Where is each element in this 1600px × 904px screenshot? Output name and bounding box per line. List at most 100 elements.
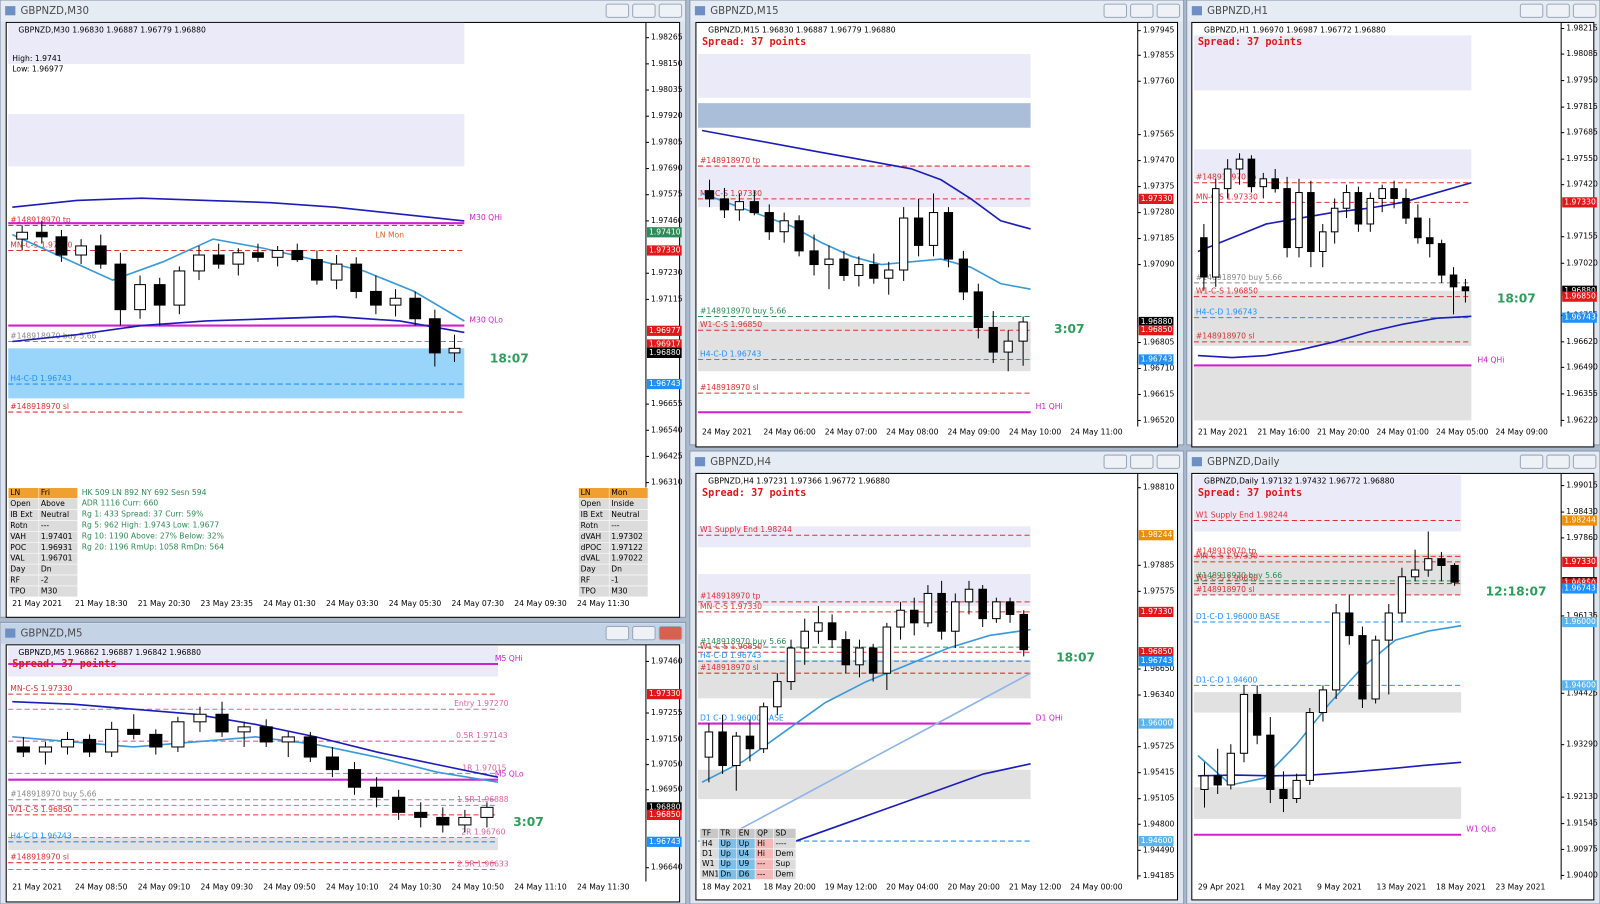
indicator-line [11, 233, 465, 322]
candle-body [827, 622, 837, 641]
candle-body [75, 245, 88, 256]
candle-body [1292, 779, 1301, 800]
level-label: W1-C-S 1.96850 [700, 320, 762, 329]
price-tag-label: 1.96880 [649, 348, 681, 357]
table-cell-text: Above [41, 499, 65, 508]
window-close-button[interactable] [1156, 3, 1181, 18]
candle-body [964, 588, 974, 603]
candle-body [237, 726, 251, 733]
y-tick-label: 1.96310 [651, 478, 683, 487]
table-cell-text: M30 [611, 586, 627, 595]
level-label: #148918970 tp [10, 215, 71, 224]
price-tag [646, 836, 682, 847]
candle-body [951, 601, 960, 632]
x-tick-label: 18 May 2021 [702, 883, 752, 892]
candle-body [913, 217, 924, 246]
table-cell-text: Day [581, 565, 597, 574]
candle-body [259, 726, 273, 743]
candle-body [1345, 612, 1354, 637]
y-tick-label: 1.97115 [651, 294, 683, 303]
window-max-button[interactable] [1130, 454, 1154, 469]
x-tick-label: 4 May 2021 [1257, 883, 1302, 892]
candle-body [369, 290, 382, 306]
table-cell-text: Up [739, 839, 750, 848]
level-label: M5 QLo [495, 770, 524, 779]
window-max-button[interactable] [1130, 3, 1154, 18]
window-close-button[interactable] [658, 3, 683, 18]
window-min-button[interactable] [1519, 3, 1544, 18]
candle-body [1461, 286, 1470, 292]
candle-body [414, 811, 428, 818]
y-tick-label: 1.97575 [1143, 586, 1175, 595]
y-tick-label: 1.96620 [1566, 337, 1598, 346]
price-tag [1562, 616, 1597, 628]
window-close-button[interactable] [658, 625, 683, 641]
window-max-button[interactable] [632, 3, 656, 18]
price-tag-label: 1.96917 [649, 339, 681, 348]
window-close-button[interactable] [1156, 454, 1181, 469]
price-tag [1562, 515, 1597, 526]
candle-body [1318, 689, 1328, 714]
candle-body [392, 796, 406, 813]
y-tick-label: 1.96710 [1143, 363, 1175, 372]
level-label: D1-C-D 1.94600 [1196, 675, 1258, 684]
x-tick-label: 24 May 07:30 [452, 599, 505, 608]
candle-body [1331, 612, 1341, 691]
table-cell-text: W1 [702, 859, 715, 868]
price-tag [1138, 647, 1174, 658]
window-min-button[interactable] [1103, 3, 1128, 18]
indicator-line [701, 192, 1031, 290]
candle-body [899, 217, 909, 271]
y-tick-label: 1.90975 [1566, 844, 1598, 853]
level-label: H4-C-D 1.96743 [700, 651, 762, 660]
bar-timer: 3:07 [1054, 322, 1084, 336]
indicator-line [1197, 624, 1462, 786]
window-max-button[interactable] [1546, 454, 1570, 469]
y-tick-label: 1.97550 [1566, 154, 1598, 163]
price-tag-label: 1.98244 [1564, 515, 1596, 524]
bar-timer: 18:07 [1497, 291, 1536, 305]
candle-body [704, 190, 715, 200]
level-label: #148918970 sl [1196, 585, 1255, 594]
price-tag [646, 325, 682, 336]
window-max-button[interactable] [1546, 3, 1570, 18]
title-bar [690, 452, 1183, 473]
window-min-button[interactable] [1519, 454, 1544, 469]
level-label: #148918970 buy 5.66 [1196, 273, 1282, 282]
x-tick-label: 24 May 10:30 [389, 883, 442, 892]
candle-body [1018, 321, 1028, 342]
table-cell-text: --- [757, 859, 766, 868]
chart-icon [694, 6, 706, 16]
price-tag [646, 809, 682, 820]
table-cell-text: IB Ext [10, 510, 32, 519]
candle-body [1247, 158, 1256, 188]
chart-note: LN Mon [376, 231, 405, 240]
level-label: #148918970 sl [10, 402, 69, 411]
window-close-button[interactable] [1572, 3, 1597, 18]
window-min-button[interactable] [605, 3, 630, 18]
price-tag-label: 1.94600 [1141, 836, 1173, 845]
candle-body [94, 245, 107, 265]
y-tick-label: 1.96355 [1566, 389, 1598, 398]
price-tag-label: 1.96977 [649, 326, 681, 335]
candle-body [1266, 734, 1275, 790]
level-label: #148918970 tp [1196, 546, 1257, 555]
y-tick-label: 1.96805 [1143, 338, 1175, 347]
window-min-button[interactable] [605, 625, 630, 641]
zone [1193, 365, 1472, 421]
y-tick-label: 1.98035 [651, 85, 683, 94]
window-title: GBPNZD,M15 [710, 6, 778, 17]
candle-body [428, 318, 441, 354]
candle-body [1437, 243, 1446, 276]
y-tick-label: 1.95415 [1143, 768, 1175, 777]
window-close-button[interactable] [1572, 454, 1597, 469]
y-tick-label: 1.98810 [1143, 483, 1175, 492]
candle-body [718, 731, 727, 767]
window-min-button[interactable] [1103, 454, 1128, 469]
y-tick-label: 1.97760 [1143, 76, 1175, 85]
window-max-button[interactable] [632, 625, 656, 641]
candle-body [448, 347, 461, 354]
candle-body [311, 259, 323, 281]
y-tick-label: 1.98215 [1566, 24, 1598, 33]
